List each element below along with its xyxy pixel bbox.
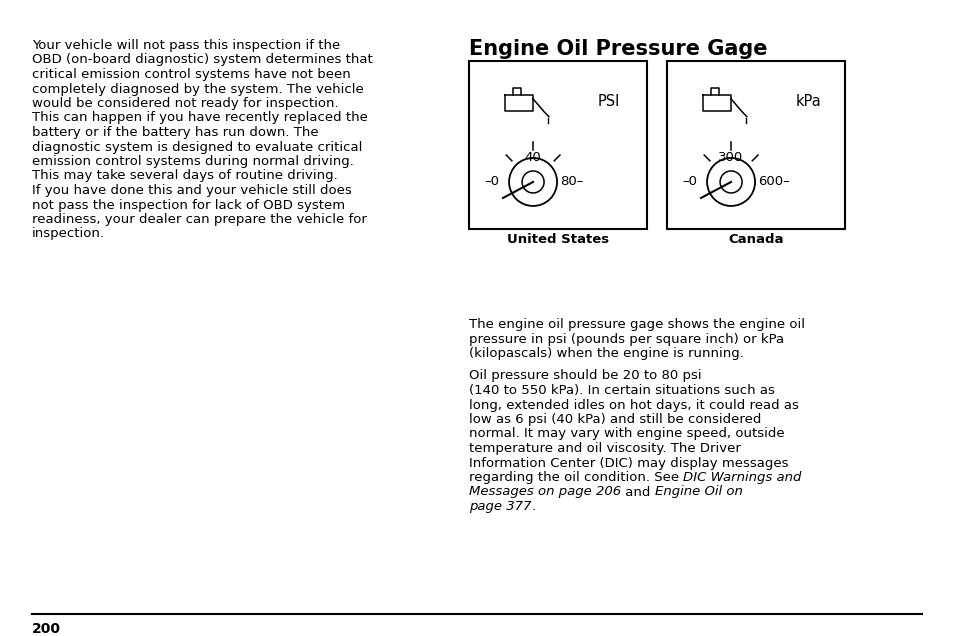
- Bar: [469, 61, 646, 229]
- Text: Your vehicle will not pass this inspection if the: Your vehicle will not pass this inspecti…: [32, 39, 340, 52]
- Text: 300: 300: [718, 151, 743, 165]
- Bar: [666, 61, 844, 229]
- Text: battery or if the battery has run down. The: battery or if the battery has run down. …: [32, 126, 318, 139]
- Text: readiness, your dealer can prepare the vehicle for: readiness, your dealer can prepare the v…: [32, 213, 367, 226]
- Text: not pass the inspection for lack of OBD system: not pass the inspection for lack of OBD …: [32, 198, 345, 212]
- Text: normal. It may vary with engine speed, outside: normal. It may vary with engine speed, o…: [469, 427, 783, 441]
- Text: page 377: page 377: [469, 500, 531, 513]
- Text: regarding the oil condition. See: regarding the oil condition. See: [469, 471, 682, 484]
- Text: pressure in psi (pounds per square inch) or kPa: pressure in psi (pounds per square inch)…: [469, 333, 783, 345]
- Text: .: .: [531, 500, 535, 513]
- Text: This may take several days of routine driving.: This may take several days of routine dr…: [32, 170, 337, 183]
- Text: 80–: 80–: [559, 176, 583, 188]
- Text: United States: United States: [506, 233, 608, 246]
- Text: OBD (on-board diagnostic) system determines that: OBD (on-board diagnostic) system determi…: [32, 53, 373, 67]
- Text: Information Center (DIC) may display messages: Information Center (DIC) may display mes…: [469, 457, 788, 469]
- Text: completely diagnosed by the system. The vehicle: completely diagnosed by the system. The …: [32, 83, 363, 95]
- Text: This can happen if you have recently replaced the: This can happen if you have recently rep…: [32, 111, 368, 125]
- Text: Canada: Canada: [727, 233, 783, 246]
- Text: long, extended idles on hot days, it could read as: long, extended idles on hot days, it cou…: [469, 399, 798, 411]
- Text: low as 6 psi (40 kPa) and still be considered: low as 6 psi (40 kPa) and still be consi…: [469, 413, 760, 426]
- Text: and: and: [620, 485, 654, 499]
- Text: (140 to 550 kPa). In certain situations such as: (140 to 550 kPa). In certain situations …: [469, 384, 774, 397]
- Text: kPa: kPa: [795, 93, 820, 109]
- Text: Engine Oil on: Engine Oil on: [654, 485, 741, 499]
- Text: emission control systems during normal driving.: emission control systems during normal d…: [32, 155, 354, 168]
- Text: –0: –0: [483, 176, 498, 188]
- Text: –0: –0: [681, 176, 697, 188]
- Text: The engine oil pressure gage shows the engine oil: The engine oil pressure gage shows the e…: [469, 318, 804, 331]
- Text: diagnostic system is designed to evaluate critical: diagnostic system is designed to evaluat…: [32, 141, 362, 153]
- Text: PSI: PSI: [597, 93, 618, 109]
- Text: Oil pressure should be 20 to 80 psi: Oil pressure should be 20 to 80 psi: [469, 370, 700, 382]
- Text: (kilopascals) when the engine is running.: (kilopascals) when the engine is running…: [469, 347, 743, 360]
- Text: DIC Warnings and: DIC Warnings and: [682, 471, 801, 484]
- Text: 40: 40: [524, 151, 541, 165]
- Text: critical emission control systems have not been: critical emission control systems have n…: [32, 68, 351, 81]
- Text: If you have done this and your vehicle still does: If you have done this and your vehicle s…: [32, 184, 352, 197]
- Text: Engine Oil Pressure Gage: Engine Oil Pressure Gage: [469, 39, 767, 59]
- Text: inspection.: inspection.: [32, 228, 105, 240]
- Text: 600–: 600–: [758, 176, 789, 188]
- Text: Messages on page 206: Messages on page 206: [469, 485, 620, 499]
- Text: temperature and oil viscosity. The Driver: temperature and oil viscosity. The Drive…: [469, 442, 740, 455]
- Text: would be considered not ready for inspection.: would be considered not ready for inspec…: [32, 97, 338, 110]
- Text: 200: 200: [32, 622, 61, 636]
